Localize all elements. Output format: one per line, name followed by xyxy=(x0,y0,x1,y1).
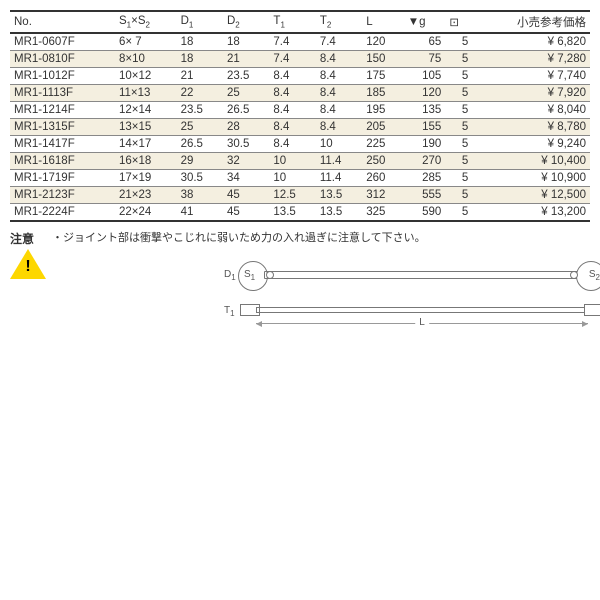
spec-table: No. S1×S2 D1 D2 T1 T2 L ▼g ⊡ 小売参考価格 MR1-… xyxy=(10,10,590,222)
col-d2: D2 xyxy=(223,11,269,33)
label-l: L xyxy=(415,315,429,330)
col-d1: D1 xyxy=(177,11,223,33)
table-row: MR1-1315F13×1525288.48.42051555¥ 8,780 xyxy=(10,119,590,136)
label-t1: T1 xyxy=(224,303,235,320)
label-s2: S2 xyxy=(589,267,600,284)
label-s1: S1 xyxy=(244,267,255,284)
diagram-side-view: T1 T2 L xyxy=(232,301,600,331)
table-row: MR1-2123F21×23384512.513.53125555¥ 12,50… xyxy=(10,187,590,204)
table-row: MR1-2224F22×24414513.513.53255905¥ 13,20… xyxy=(10,204,590,222)
table-row: MR1-1214F12×1423.526.58.48.41951355¥ 8,0… xyxy=(10,102,590,119)
notice-label: 注意 xyxy=(10,230,46,247)
col-l: L xyxy=(362,11,404,33)
col-price: 小売参考価格 xyxy=(472,11,590,33)
warning-icon: 注意 xyxy=(10,230,46,279)
label-d1: D1 xyxy=(224,267,236,284)
col-weight: ▼g xyxy=(404,11,446,33)
diagram: D1 S1 S2 D2 T1 T2 L xyxy=(232,253,600,331)
table-row: MR1-1417F14×1726.530.58.4102251905¥ 9,24… xyxy=(10,136,590,153)
notice-section: 注意 ・ジョイント部は衝撃やこじれに弱いため力の入れ過ぎに注意して下さい。 D1… xyxy=(10,230,590,331)
notice-text: ・ジョイント部は衝撃やこじれに弱いため力の入れ過ぎに注意して下さい。 D1 S1… xyxy=(52,230,600,331)
col-no: No. xyxy=(10,11,115,33)
diagram-top-view: D1 S1 S2 D2 xyxy=(232,253,600,297)
table-row: MR1-0810F8×1018217.48.4150755¥ 7,280 xyxy=(10,51,590,68)
table-row: MR1-1113F11×1322258.48.41851205¥ 7,920 xyxy=(10,85,590,102)
col-size: S1×S2 xyxy=(115,11,177,33)
notice-bullet: ・ジョイント部は衝撃やこじれに弱いため力の入れ過ぎに注意して下さい。 xyxy=(52,230,600,247)
table-row: MR1-1618F16×1829321011.42502705¥ 10,400 xyxy=(10,153,590,170)
table-row: MR1-1012F10×122123.58.48.41751055¥ 7,740 xyxy=(10,68,590,85)
table-row: MR1-1719F17×1930.5341011.42602855¥ 10,90… xyxy=(10,170,590,187)
col-t1: T1 xyxy=(269,11,315,33)
col-pack: ⊡ xyxy=(445,11,472,33)
col-t2: T2 xyxy=(316,11,362,33)
header-row: No. S1×S2 D1 D2 T1 T2 L ▼g ⊡ 小売参考価格 xyxy=(10,11,590,33)
table-row: MR1-0607F6× 718187.47.4120655¥ 6,820 xyxy=(10,33,590,51)
